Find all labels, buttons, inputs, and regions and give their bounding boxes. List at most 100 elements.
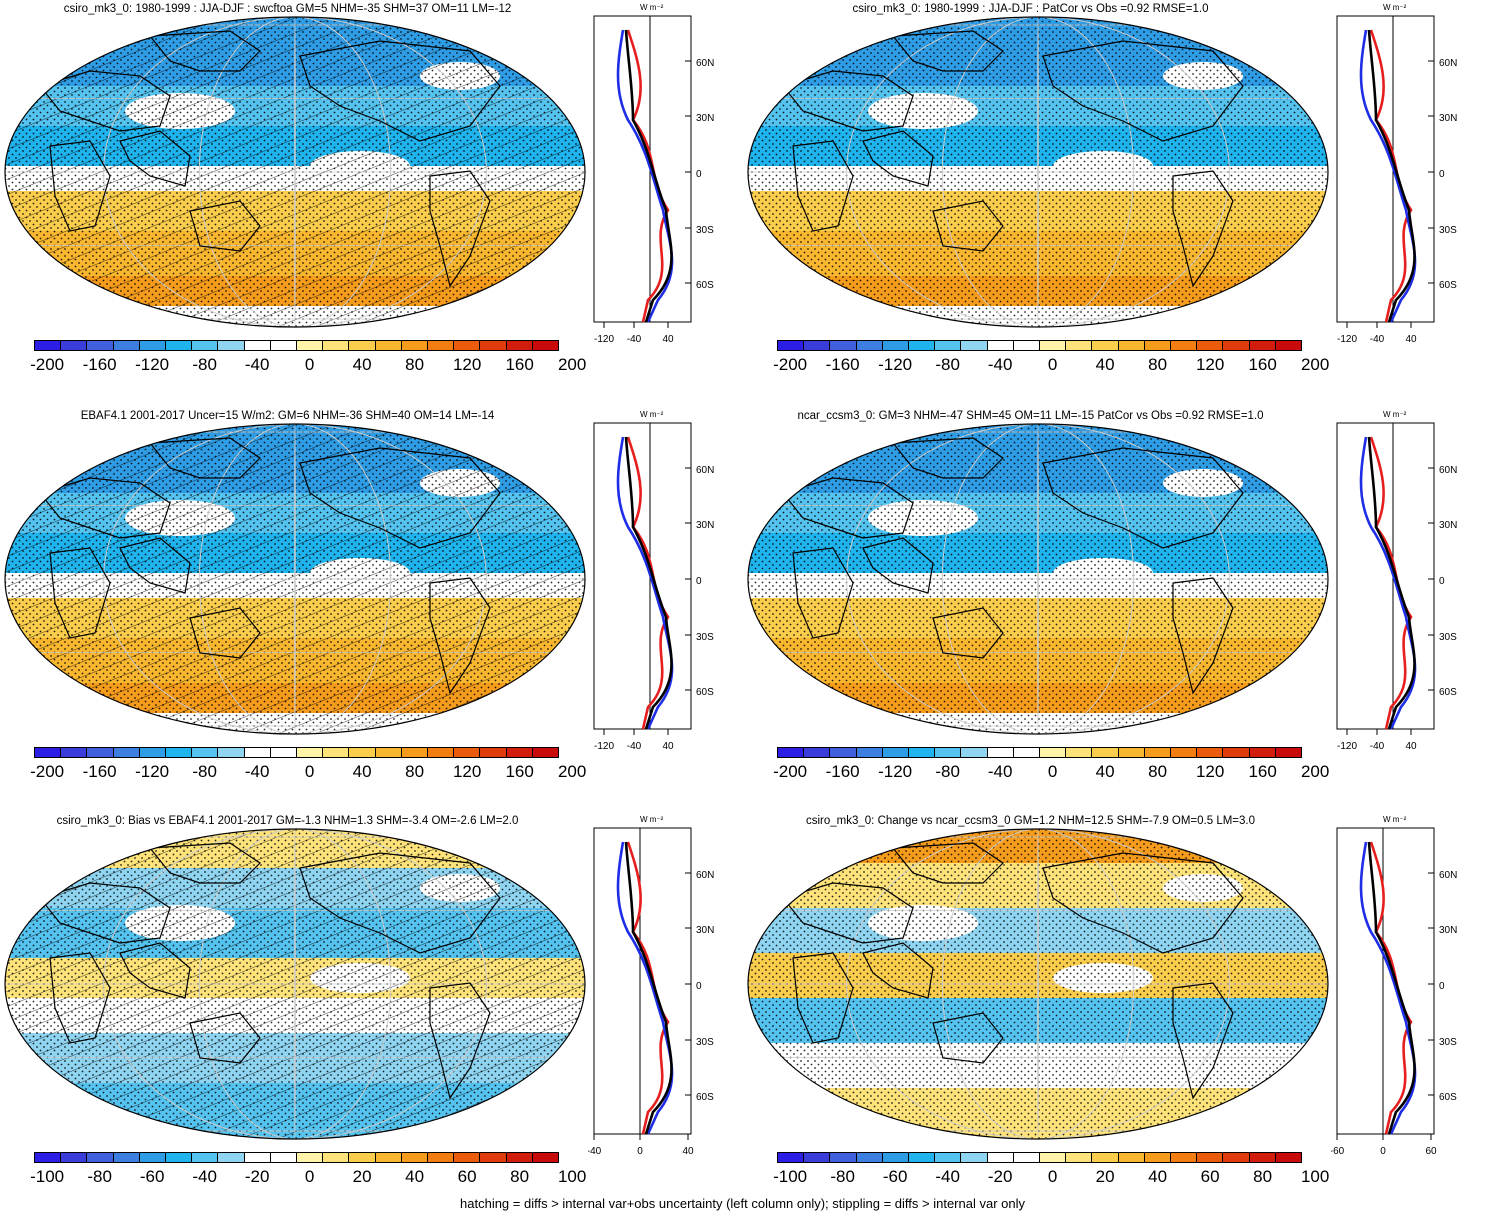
- colorbar-label: -60: [139, 1167, 165, 1186]
- lat-tick-label: 60N: [696, 465, 714, 476]
- colorbar-label: 120: [1195, 355, 1225, 374]
- colorbar-swatch: [1144, 1153, 1172, 1162]
- coastline: [429, 577, 491, 695]
- colorbar-swatch: [882, 1153, 910, 1162]
- coastline: [862, 130, 934, 187]
- zonal-unit-label: W m⁻²: [640, 815, 664, 824]
- colorbar-swatch: [506, 748, 533, 757]
- colorbar-swatch: [1013, 341, 1041, 350]
- colorbar-label: 160: [505, 762, 534, 781]
- coastline: [932, 1012, 1004, 1064]
- colorbar: -200 -160 -120 -80 -40 0 40 80 120 160 200: [30, 747, 586, 784]
- colorbar-label: 60: [457, 1167, 477, 1186]
- colorbar-swatch: [856, 1153, 883, 1162]
- colorbar-label: 40: [352, 762, 372, 781]
- colorbar-swatch: [882, 341, 910, 350]
- colorbar-label: 160: [1248, 355, 1277, 374]
- colorbar-swatch: [87, 748, 114, 757]
- zonal-unit-label: W m⁻²: [1383, 3, 1407, 12]
- colorbar-label: 80: [405, 762, 425, 781]
- colorbar-label: -80: [192, 762, 217, 781]
- lat-tick-label: 60S: [696, 687, 714, 698]
- coastline: [119, 130, 191, 187]
- zonal-mean-plot: W m⁻² 60N 30N 0 30S 60S -40 0 40: [588, 815, 714, 1157]
- colorbar-label: -80: [935, 762, 960, 781]
- colorbar-swatch: [1275, 1153, 1302, 1162]
- colorbar-label: 20: [352, 1167, 372, 1186]
- colorbar-swatch: [192, 1153, 219, 1162]
- colorbar-swatch: [270, 341, 298, 350]
- panel-title: csiro_mk3_0: 1980-1999 : JJA-DJF : PatCo…: [852, 3, 1209, 15]
- colorbar-label: 40: [1095, 355, 1115, 374]
- coastline: [1172, 170, 1234, 288]
- zonal-x-tick-label: 0: [1380, 1146, 1386, 1157]
- colorbar-swatch: [297, 748, 324, 757]
- colorbar: -200 -160 -120 -80 -40 0 40 80 120 160 200: [773, 340, 1329, 377]
- footnote: hatching = diffs > internal var+obs unce…: [460, 1196, 1025, 1211]
- panel-0: csiro_mk3_0: 1980-1999 : JJA-DJF : swcft…: [0, 0, 742, 407]
- red-line: [1369, 841, 1413, 1135]
- zonal-x-tick-label: -120: [594, 334, 614, 345]
- colorbar-label: -160: [825, 762, 860, 781]
- colorbar-swatch: [454, 341, 481, 350]
- colorbar-swatch: [909, 1153, 936, 1162]
- colorbar-label: -120: [878, 355, 913, 374]
- black-line: [624, 841, 673, 1135]
- colorbar-swatch: [480, 748, 507, 757]
- zonal-x-tick-label: -40: [588, 1146, 602, 1157]
- blue-line: [616, 436, 674, 730]
- colorbar-swatch: [244, 1153, 271, 1162]
- colorbar-swatch: [218, 1153, 245, 1162]
- colorbar-swatch: [935, 341, 962, 350]
- red-line: [1369, 29, 1413, 323]
- map: [747, 828, 1329, 1140]
- coastline: [189, 1012, 261, 1064]
- colorbar-swatch: [297, 1153, 324, 1162]
- coastline: [119, 537, 191, 594]
- map: [4, 828, 586, 1140]
- colorbar-label: 200: [557, 762, 587, 781]
- colorbar-label: 100: [557, 1167, 587, 1186]
- colorbar-swatch: [987, 1153, 1014, 1162]
- panel-title: csiro_mk3_0: Bias vs EBAF4.1 2001-2017 G…: [56, 815, 519, 827]
- colorbar-swatch: [532, 1153, 559, 1162]
- colorbar-label: -60: [882, 1167, 908, 1186]
- lat-tick-label: 60S: [696, 280, 714, 291]
- lat-tick-label: 60S: [696, 1092, 714, 1103]
- colorbar-swatch: [323, 1153, 350, 1162]
- coastline: [792, 547, 854, 639]
- colorbar-label: 80: [510, 1167, 530, 1186]
- colorbar-swatch: [1275, 341, 1302, 350]
- colorbar-swatch: [244, 341, 271, 350]
- colorbar-swatch: [428, 748, 455, 757]
- colorbar-swatch: [428, 341, 455, 350]
- colorbar-label: 80: [1148, 355, 1168, 374]
- colorbar-label: -40: [987, 762, 1013, 781]
- lat-tick-label: 0: [696, 169, 702, 180]
- coastline: [49, 547, 111, 639]
- panel-title: csiro_mk3_0: Change vs ncar_ccsm3_0 GM=1…: [805, 815, 1256, 827]
- colorbar-swatch: [778, 748, 805, 757]
- colorbar-swatch: [1013, 1153, 1041, 1162]
- colorbar-swatch: [35, 341, 62, 350]
- colorbar-swatch: [349, 1153, 376, 1162]
- colorbar-swatch: [375, 341, 402, 350]
- lat-tick-label: 30N: [696, 520, 714, 531]
- lat-tick-label: 60N: [696, 870, 714, 881]
- lat-tick-label: 30N: [1439, 925, 1457, 936]
- colorbar-label: -120: [135, 762, 170, 781]
- colorbar-swatch: [506, 341, 533, 350]
- zonal-mean-plot: W m⁻² 60N 30N 0 30S 60S -60 0 60: [1331, 815, 1457, 1157]
- colorbar-swatch: [349, 341, 376, 350]
- zonal-mean-plot: W m⁻² 60N 30N 0 30S 60S -120 -40 40: [1336, 3, 1457, 345]
- colorbar-label: -120: [878, 762, 913, 781]
- zonal-mean-plot: W m⁻² 60N 30N 0 30S 60S -120 -40 40: [593, 3, 714, 345]
- zonal-x-tick-label: -60: [1331, 1146, 1345, 1157]
- colorbar-swatch: [192, 341, 219, 350]
- colorbar-label: -160: [82, 355, 117, 374]
- colorbar-swatch: [882, 748, 910, 757]
- map: [4, 16, 586, 328]
- coastline: [38, 477, 171, 539]
- colorbar-swatch: [909, 341, 936, 350]
- coastline: [792, 140, 854, 232]
